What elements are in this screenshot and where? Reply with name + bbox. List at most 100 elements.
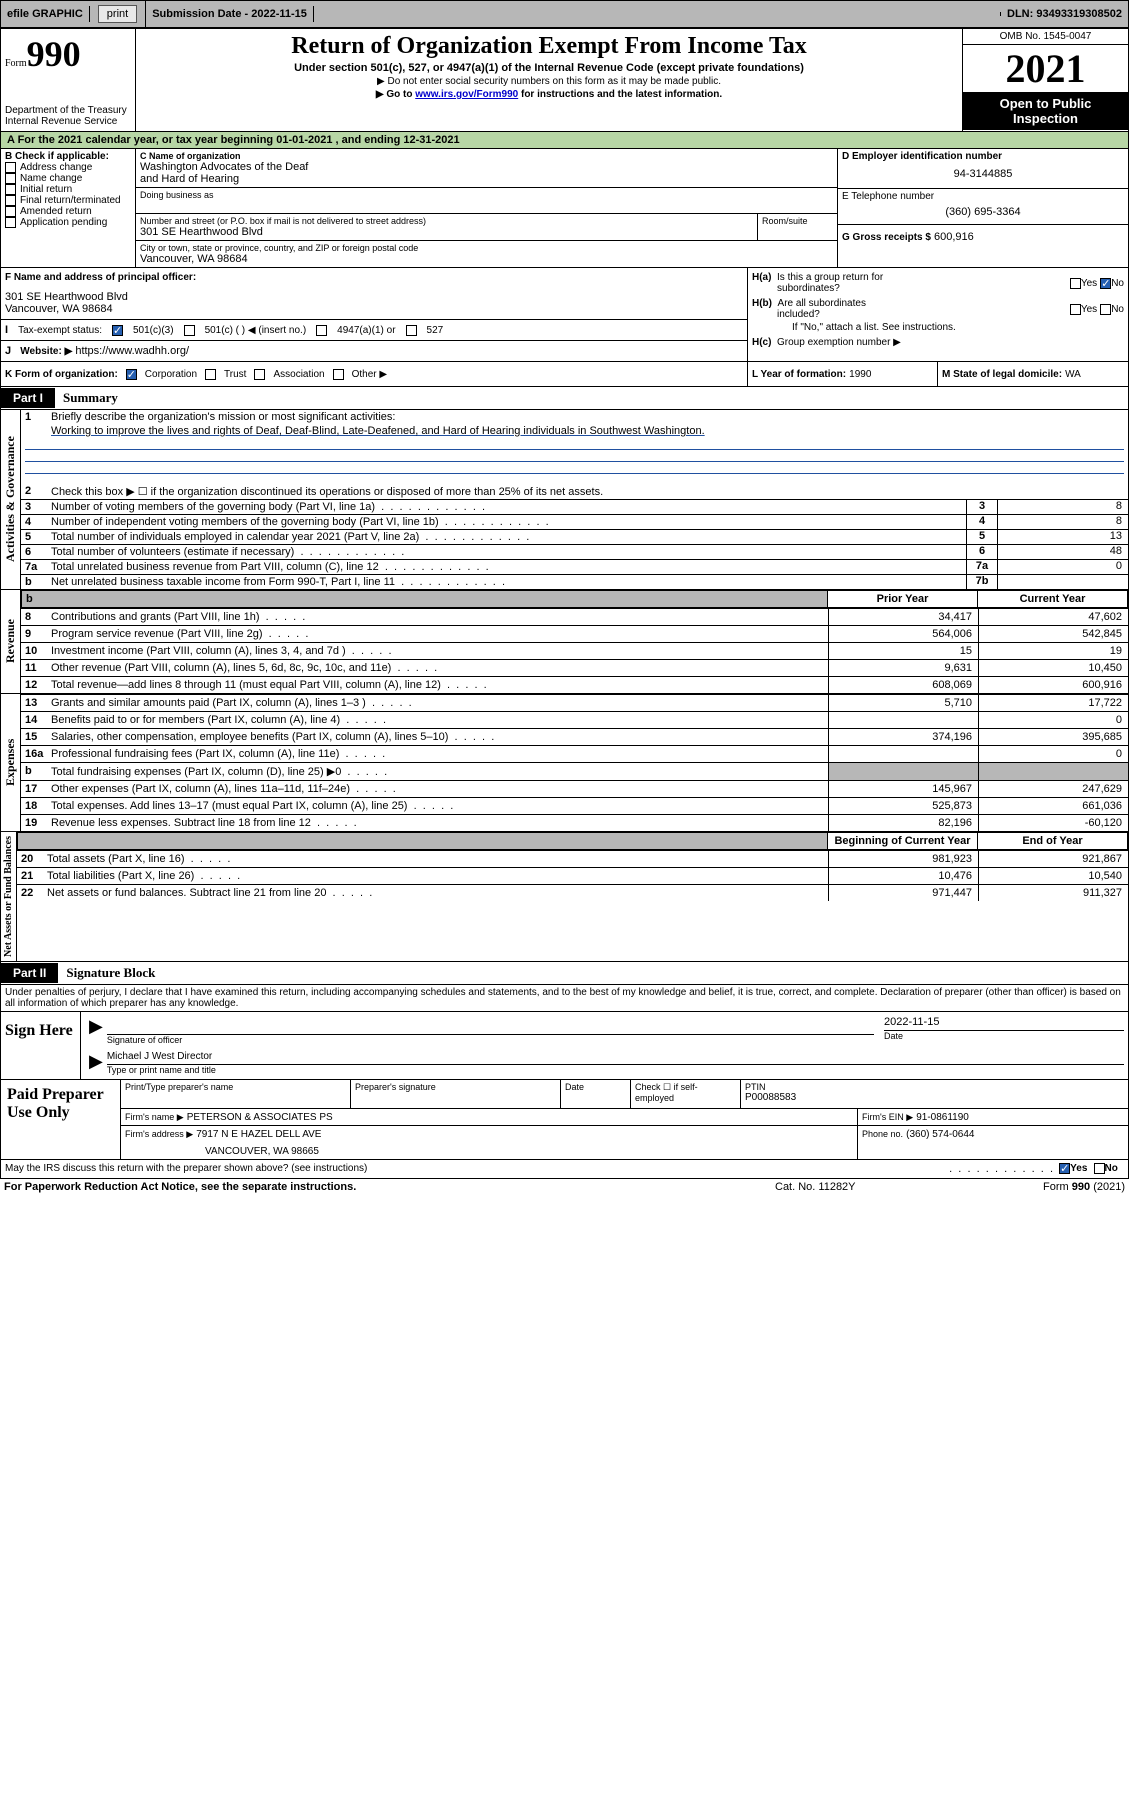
table-row: 22Net assets or fund balances. Subtract … [17, 884, 1128, 901]
ha-no: No [1111, 278, 1124, 289]
tax-year: 2021 [963, 45, 1128, 92]
sig-name-value: Michael J West Director [107, 1051, 1124, 1062]
table-row: 14Benefits paid to or for members (Part … [21, 711, 1128, 728]
ein-label: D Employer identification number [842, 151, 1124, 162]
hb-yes: Yes [1081, 304, 1097, 315]
opt-corp: Corporation [145, 369, 197, 380]
chk-501c[interactable] [184, 325, 195, 336]
revenue-header-row: b Prior Year Current Year [21, 590, 1128, 608]
footer-form: Form 990 (2021) [975, 1181, 1125, 1193]
chk-address[interactable] [5, 162, 16, 173]
chk-4947[interactable] [316, 325, 327, 336]
gov-row-7b: bNet unrelated business taxable income f… [21, 574, 1128, 589]
part2-header: Part II Signature Block [0, 962, 1129, 985]
period-pre: A For the 2021 calendar year, or tax yea… [7, 134, 276, 146]
chk-ha-no[interactable] [1100, 278, 1111, 289]
gov-row-6: 6Total number of volunteers (estimate if… [21, 544, 1128, 559]
chk-discuss-yes[interactable] [1059, 1163, 1070, 1174]
form-990-label: Form990 [5, 33, 131, 75]
chk-hb-no[interactable] [1100, 304, 1111, 315]
website-label: Website: ▶ [20, 346, 72, 357]
chk-name[interactable] [5, 173, 16, 184]
governance-body: 1Briefly describe the organization's mis… [21, 410, 1128, 589]
table-row: 20Total assets (Part X, line 16) . . . .… [17, 850, 1128, 867]
header-mid: Return of Organization Exempt From Incom… [136, 29, 963, 131]
efile-label: efile GRAPHIC [1, 6, 90, 22]
city-label: City or town, state or province, country… [140, 243, 833, 253]
chk-other[interactable] [333, 369, 344, 380]
chk-discuss-no[interactable] [1094, 1163, 1105, 1174]
sign-here-block: Sign Here ▶ Signature of officer 2022-11… [0, 1012, 1129, 1080]
chk-trust[interactable] [205, 369, 216, 380]
firm-addr2: VANCOUVER, WA 98665 [125, 1140, 853, 1157]
org-city: Vancouver, WA 98684 [140, 253, 833, 265]
header-left: Form990 Department of the Treasury Inter… [1, 29, 136, 131]
opt-initial: Initial return [20, 184, 72, 195]
discuss-row: May the IRS discuss this return with the… [0, 1160, 1129, 1179]
chk-amended[interactable] [5, 206, 16, 217]
gross-label: G Gross receipts $ [842, 232, 931, 243]
footer-cat: Cat. No. 11282Y [775, 1181, 975, 1193]
chk-527[interactable] [406, 325, 417, 336]
toolbar-spacer [314, 12, 1001, 16]
table-row: 15Salaries, other compensation, employee… [21, 728, 1128, 745]
chk-ha-yes[interactable] [1070, 278, 1081, 289]
chk-corp[interactable] [126, 369, 137, 380]
vlabel-expenses: Expenses [1, 694, 21, 831]
prep-sig-label: Preparer's signature [355, 1082, 556, 1092]
dept-treasury: Department of the Treasury [5, 105, 131, 116]
discuss-yes: Yes [1070, 1163, 1087, 1174]
paid-preparer-label: Paid Preparer Use Only [1, 1080, 121, 1159]
box-l: L Year of formation: 1990 [748, 362, 938, 386]
irs-link[interactable]: www.irs.gov/Form990 [415, 89, 518, 100]
paid-preparer-block: Paid Preparer Use Only Print/Type prepar… [0, 1080, 1129, 1160]
mission-line-2 [25, 450, 1124, 462]
gov-row-3: 3Number of voting members of the governi… [21, 499, 1128, 514]
sign-arrow-icon: ▶ [85, 1016, 107, 1045]
chk-501c3[interactable] [112, 325, 123, 336]
firm-addr-label: Firm's address ▶ [125, 1129, 193, 1139]
opt-final: Final return/terminated [20, 195, 121, 206]
box-b-label: B Check if applicable: [5, 151, 131, 162]
dba-label: Doing business as [140, 190, 833, 200]
officer-addr1: 301 SE Hearthwood Blvd [5, 291, 743, 303]
table-row: 17Other expenses (Part IX, column (A), l… [21, 780, 1128, 797]
box-deg: D Employer identification number 94-3144… [838, 149, 1128, 267]
perjury-statement: Under penalties of perjury, I declare th… [0, 985, 1129, 1012]
firm-ein-value: 91-0861190 [916, 1112, 969, 1123]
col-begin: Beginning of Current Year [827, 833, 977, 849]
mission-line-3 [25, 462, 1124, 474]
chk-final[interactable] [5, 195, 16, 206]
expenses-body: 13Grants and similar amounts paid (Part … [21, 694, 1128, 831]
form-header: Form990 Department of the Treasury Inter… [0, 28, 1129, 132]
section-revenue: Revenue b Prior Year Current Year 8Contr… [0, 590, 1129, 694]
arrow2-post: for instructions and the latest informat… [518, 89, 722, 100]
sig-date-label: Date [884, 1031, 1124, 1041]
opt-name: Name change [20, 173, 82, 184]
gov-row-7a: 7aTotal unrelated business revenue from … [21, 559, 1128, 574]
period-end: 12-31-2021 [403, 134, 459, 146]
form-title: Return of Organization Exempt From Incom… [140, 33, 958, 60]
print-button[interactable]: print [98, 5, 137, 23]
box-m: M State of legal domicile: WA [938, 362, 1128, 386]
chk-hb-yes[interactable] [1070, 304, 1081, 315]
org-name-1: Washington Advocates of the Deaf [140, 161, 833, 173]
org-address: 301 SE Hearthwood Blvd [140, 226, 753, 238]
line-2: Check this box ▶ ☐ if the organization d… [51, 485, 1124, 498]
website-value: https://www.wadhh.org/ [75, 345, 189, 357]
opt-amended: Amended return [20, 206, 92, 217]
period-mid: , and ending [332, 134, 403, 146]
chk-initial[interactable] [5, 184, 16, 195]
sig-officer-label: Signature of officer [107, 1035, 874, 1045]
chk-pending[interactable] [5, 217, 16, 228]
section-expenses: Expenses 13Grants and similar amounts pa… [0, 694, 1129, 832]
omb-number: OMB No. 1545-0047 [963, 29, 1128, 45]
print-cell: print [90, 1, 146, 27]
sig-date-value: 2022-11-15 [884, 1016, 1124, 1028]
chk-assoc[interactable] [254, 369, 265, 380]
discuss-no: No [1105, 1163, 1118, 1174]
open-inspection: Open to Public Inspection [963, 92, 1128, 130]
table-row: 8Contributions and grants (Part VIII, li… [21, 608, 1128, 625]
prep-name-label: Print/Type preparer's name [125, 1082, 346, 1092]
top-toolbar: efile GRAPHIC print Submission Date - 20… [0, 0, 1129, 28]
